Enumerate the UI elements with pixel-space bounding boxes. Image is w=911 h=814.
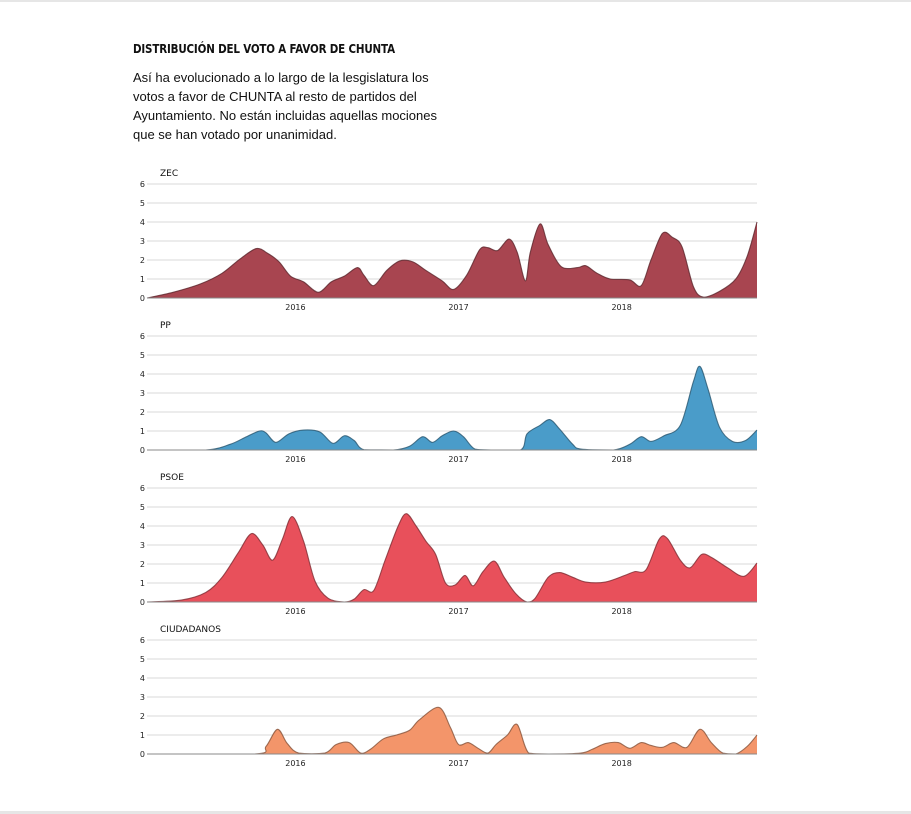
area-psoe (147, 513, 757, 602)
y-tick-label: 6 (140, 332, 145, 341)
y-tick-label: 3 (140, 237, 145, 246)
bottom-frame-border (0, 811, 911, 814)
y-tick-label: 2 (140, 256, 145, 265)
y-tick-label: 4 (140, 370, 145, 379)
x-tick-label-2018: 2018 (611, 759, 631, 768)
y-tick-label: 4 (140, 674, 145, 683)
series-line-zec (146, 221, 758, 299)
area-pp (147, 366, 757, 450)
y-tick-label: 1 (140, 731, 145, 740)
series-line-psoe (146, 513, 758, 603)
area-ciudadanos (147, 707, 757, 754)
x-tick-label-2016: 2016 (285, 607, 305, 616)
y-tick-label: 2 (140, 408, 145, 417)
chart-title: Distribución del voto a favor de CHUNTA (133, 42, 395, 56)
y-tick-label: 6 (140, 484, 145, 493)
chart-subtitle: Así ha evolucionado a lo largo de la les… (133, 70, 437, 142)
x-tick-label-2017: 2017 (448, 455, 468, 464)
area-zec (147, 222, 757, 298)
series-line-ciudadanos (147, 706, 758, 755)
x-tick-label-2016: 2016 (285, 759, 305, 768)
y-tick-label: 5 (140, 503, 145, 512)
y-tick-label: 1 (140, 579, 145, 588)
series-line-pp (147, 365, 758, 451)
y-tick-label: 1 (140, 275, 145, 284)
y-tick-label: 0 (140, 446, 145, 455)
y-tick-label: 4 (140, 522, 145, 531)
y-tick-label: 2 (140, 560, 145, 569)
y-tick-label: 1 (140, 427, 145, 436)
x-tick-label-2017: 2017 (448, 607, 468, 616)
y-tick-label: 0 (140, 750, 145, 759)
panel-pp: 0 1 2 3 4 5 6 PP 2016 2017 2018 (140, 321, 758, 464)
panel-ciudadanos: 0 1 2 3 4 5 6 CIUDADANOS 2016 2017 2018 (140, 625, 758, 768)
x-tick-label-2017: 2017 (448, 759, 468, 768)
y-tick-label: 3 (140, 693, 145, 702)
panel-psoe: 0 1 2 3 4 5 6 PSOE 2016 2017 2018 (140, 473, 758, 616)
panel-zec: 0 1 2 3 4 5 6 ZEC 2016 2017 2018 (140, 169, 758, 312)
y-tick-label: 5 (140, 351, 145, 360)
panel-label-pp: PP (160, 321, 171, 331)
x-tick-label-2018: 2018 (611, 303, 631, 312)
y-tick-label: 5 (140, 199, 145, 208)
y-tick-label: 6 (140, 180, 145, 189)
y-tick-label: 5 (140, 655, 145, 664)
y-tick-label: 0 (140, 294, 145, 303)
x-tick-label-2016: 2016 (285, 303, 305, 312)
y-tick-label: 0 (140, 598, 145, 607)
x-tick-label-2018: 2018 (611, 607, 631, 616)
panel-label-psoe: PSOE (160, 473, 184, 483)
y-tick-label: 2 (140, 712, 145, 721)
x-tick-label-2017: 2017 (448, 303, 468, 312)
x-tick-label-2016: 2016 (285, 455, 305, 464)
y-tick-label: 3 (140, 541, 145, 550)
x-tick-label-2018: 2018 (611, 455, 631, 464)
panel-label-ciudadanos: CIUDADANOS (160, 625, 221, 635)
y-tick-label: 4 (140, 218, 145, 227)
top-frame-border (0, 0, 911, 2)
y-tick-label: 6 (140, 636, 145, 645)
y-tick-label: 3 (140, 389, 145, 398)
panel-label-zec: ZEC (160, 169, 178, 179)
